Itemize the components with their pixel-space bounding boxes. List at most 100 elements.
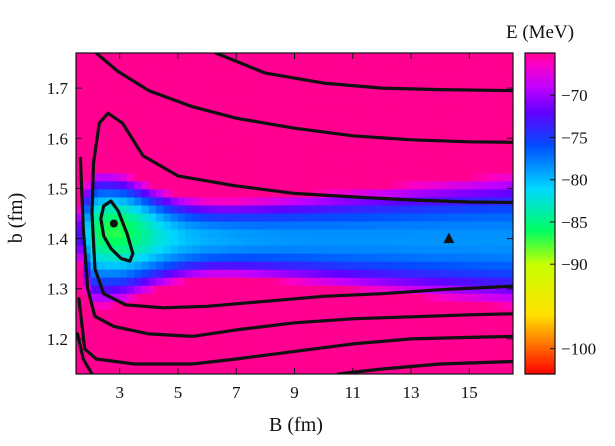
- heatmap-cell: [432, 77, 441, 86]
- heatmap-cell: [287, 85, 296, 94]
- heatmap-cell: [462, 245, 470, 255]
- heatmap-cell: [287, 333, 296, 343]
- heatmap-cell: [185, 213, 194, 223]
- heatmap-cell: [323, 125, 332, 134]
- heatmap-cell: [432, 93, 441, 102]
- heatmap-cell: [148, 85, 157, 94]
- heatmap-cell: [228, 261, 237, 271]
- heatmap-cell: [396, 93, 405, 102]
- heatmap-cell: [352, 117, 361, 126]
- heatmap-cell: [301, 109, 310, 118]
- colorbar-segment: [525, 178, 555, 182]
- heatmap-cell: [476, 189, 485, 199]
- heatmap-cell: [469, 349, 478, 359]
- heatmap-cell: [396, 269, 405, 279]
- heatmap-cell: [505, 141, 513, 150]
- heatmap-cell: [236, 237, 245, 247]
- heatmap-cell: [389, 117, 398, 126]
- heatmap-cell: [491, 133, 500, 142]
- heatmap-cell: [250, 333, 259, 343]
- heatmap-cell: [469, 293, 478, 303]
- heatmap-cell: [243, 141, 252, 150]
- heatmap-cell: [403, 301, 412, 311]
- heatmap-cell: [119, 53, 128, 62]
- colorbar-segment: [525, 149, 555, 153]
- colorbar-segment: [525, 331, 555, 335]
- heatmap-cell: [403, 69, 412, 78]
- heatmap-cell: [112, 93, 121, 102]
- heatmap-cell: [505, 341, 513, 351]
- heatmap-cell: [170, 357, 179, 367]
- heatmap-cell: [505, 317, 513, 327]
- heatmap-cell: [360, 269, 368, 279]
- heatmap-cell: [170, 349, 179, 359]
- heatmap-cell: [90, 61, 99, 70]
- heatmap-cell: [294, 245, 303, 255]
- heatmap-cell: [418, 229, 427, 239]
- heatmap-cell: [221, 341, 230, 351]
- heatmap-cell: [454, 77, 463, 86]
- heatmap-cell: [258, 333, 266, 343]
- heatmap-cell: [294, 53, 303, 62]
- heatmap-cell: [491, 181, 500, 191]
- heatmap-cell: [403, 149, 412, 158]
- heatmap-cell: [170, 53, 179, 62]
- heatmap-cell: [265, 181, 274, 191]
- heatmap-cell: [214, 141, 223, 150]
- heatmap-cell: [338, 109, 347, 118]
- heatmap-cell: [309, 285, 317, 295]
- heatmap-cell: [381, 197, 390, 207]
- heatmap-cell: [279, 237, 288, 247]
- heatmap-cell: [199, 165, 208, 174]
- heatmap-cell: [454, 109, 463, 118]
- heatmap-cell: [83, 61, 92, 70]
- heatmap-cell: [345, 141, 354, 150]
- heatmap-cell: [309, 133, 317, 142]
- heatmap-cell: [345, 189, 354, 199]
- heatmap-cell: [505, 149, 513, 158]
- heatmap-cell: [309, 85, 317, 94]
- colorbar-segment: [525, 162, 555, 166]
- heatmap-cell: [134, 149, 143, 158]
- heatmap-cell: [396, 365, 405, 374]
- heatmap-cell: [352, 293, 361, 303]
- heatmap-cell: [228, 133, 237, 142]
- heatmap-cell: [141, 261, 150, 271]
- heatmap-cell: [432, 189, 441, 199]
- heatmap-cell: [199, 53, 208, 62]
- heatmap-cell: [411, 189, 419, 199]
- heatmap-cell: [214, 101, 223, 110]
- heatmap-cell: [272, 261, 281, 271]
- heatmap-cell: [228, 157, 237, 166]
- heatmap-cell: [403, 133, 412, 142]
- heatmap-cell: [90, 349, 99, 359]
- heatmap-cell: [250, 237, 259, 247]
- heatmap-cell: [301, 277, 310, 287]
- heatmap-cell: [294, 213, 303, 223]
- heatmap-cell: [185, 205, 194, 215]
- heatmap-cell: [411, 61, 419, 70]
- heatmap-cell: [163, 325, 172, 335]
- heatmap-cell: [250, 357, 259, 367]
- heatmap-cell: [236, 173, 245, 183]
- heatmap-cell: [170, 325, 179, 335]
- heatmap-cell: [338, 197, 347, 207]
- heatmap-cell: [309, 261, 317, 271]
- heatmap-cell: [454, 325, 463, 335]
- heatmap-cell: [374, 173, 383, 183]
- heatmap-cell: [185, 69, 194, 78]
- heatmap-cell: [505, 53, 513, 62]
- colorbar-segment: [525, 234, 555, 239]
- heatmap-cell: [76, 269, 84, 279]
- heatmap-cell: [411, 205, 419, 215]
- heatmap-cell: [236, 53, 245, 62]
- heatmap-cell: [97, 165, 106, 174]
- heatmap-cell: [462, 317, 470, 327]
- heatmap-cell: [134, 229, 143, 239]
- colorbar-segment: [525, 237, 555, 241]
- colorbar-segment: [525, 165, 555, 169]
- heatmap-cell: [309, 61, 317, 70]
- heatmap-cell: [432, 181, 441, 191]
- heatmap-cell: [243, 189, 252, 199]
- heatmap-cell: [491, 293, 500, 303]
